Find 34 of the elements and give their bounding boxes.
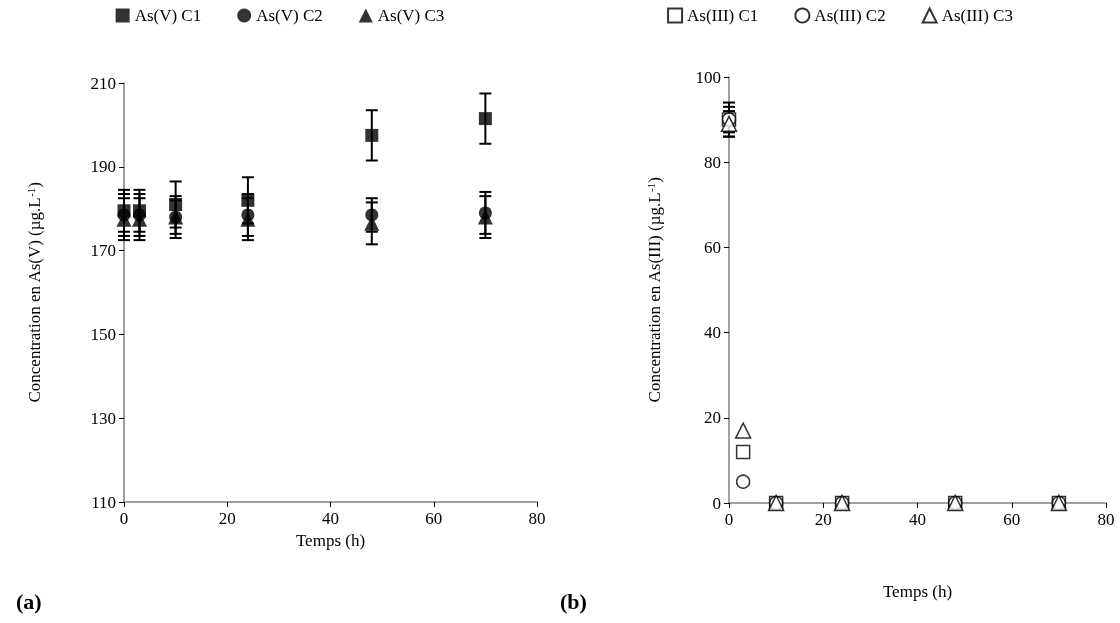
y-axis-title: Concentration en As(III) (µg.L-1) [644, 177, 664, 403]
x-axis-title: Temps (h) [882, 582, 953, 601]
y-tick-label: 60 [704, 237, 721, 257]
x-tick-label: 0 [119, 509, 129, 528]
y-tick-label: 0 [712, 493, 721, 513]
y-tick-label: 130 [90, 408, 116, 428]
x-tick-label: 40 [322, 509, 339, 528]
y-tick-label: 20 [704, 408, 721, 428]
x-tick-label: 60 [1003, 510, 1021, 529]
text: (b) [560, 588, 587, 614]
y-tick-label: 210 [90, 73, 116, 93]
legend-label: As(V) C3 [377, 6, 445, 25]
text: (a) [16, 588, 42, 614]
x-tick-label: 60 [425, 509, 443, 528]
y-axis-title: Concentration en As(V) (µg.L-1) [24, 181, 44, 403]
y-tick-label: 40 [704, 323, 721, 343]
legend-label: As(III) C3 [941, 6, 1013, 25]
x-tick-label: 80 [1097, 510, 1115, 529]
x-tick-label: 80 [528, 509, 546, 528]
x-tick-label: 20 [814, 510, 832, 529]
y-tick-label: 80 [704, 152, 721, 172]
x-axis-title: Temps (h) [295, 531, 366, 550]
y-tick-label: 150 [90, 324, 116, 344]
y-tick-label: 100 [695, 67, 721, 87]
x-tick-label: 0 [724, 510, 734, 529]
y-tick-label: 190 [90, 157, 116, 177]
legend-label: As(V) C2 [256, 6, 323, 25]
x-tick-label: 20 [218, 509, 236, 528]
y-tick-label: 110 [91, 492, 116, 512]
legend-label: As(V) C1 [134, 6, 202, 25]
legend-label: As(III) C1 [687, 6, 759, 25]
x-tick-label: 40 [909, 510, 926, 529]
legend-label: As(III) C2 [814, 6, 886, 25]
y-tick-label: 170 [90, 241, 116, 261]
